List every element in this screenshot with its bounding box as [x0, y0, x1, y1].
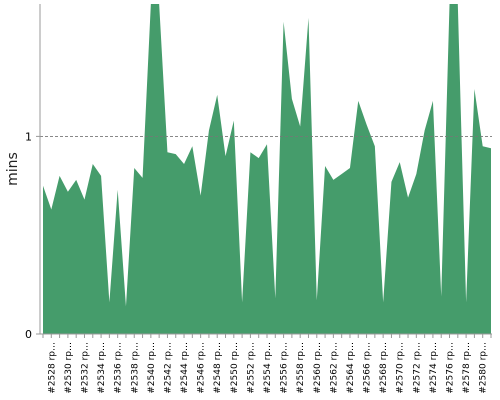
area-series [40, 4, 492, 334]
x-tick-label: #2578 rp… [462, 342, 472, 394]
x-tick-label: #2552 rp… [246, 342, 256, 394]
x-tick-label: #2576 rp… [446, 342, 456, 394]
y-tick-label-0: 0 [25, 328, 32, 341]
x-tick-label: #2550 rp… [230, 342, 240, 394]
x-tick-label: #2538 rp… [130, 342, 140, 394]
x-tick-label: #2544 rp… [180, 342, 190, 394]
x-tick-label: #2534 rp… [97, 342, 107, 394]
x-tick-label: #2548 rp… [213, 342, 223, 394]
x-tick-label: #2530 rp… [64, 342, 74, 394]
x-tick-label: #2540 rp… [147, 342, 157, 394]
x-tick-label: #2574 rp… [429, 342, 439, 394]
x-tick-label: #2546 rp… [197, 342, 207, 394]
x-tick-label: #2554 rp… [263, 342, 273, 394]
x-tick-label: #2566 rp… [363, 342, 373, 394]
x-tick-label: #2542 rp… [163, 342, 173, 394]
x-tick-label: #2560 rp… [313, 342, 323, 394]
y-tick-label-1: 1 [25, 130, 32, 143]
x-tick-label: #2580 rp… [479, 342, 489, 394]
x-tick-label: #2564 rp… [346, 342, 356, 394]
x-tick-label: #2568 rp… [379, 342, 389, 394]
area-fill [43, 4, 491, 334]
y-axis-title: mins [5, 152, 21, 186]
x-tick-label: #2570 rp… [396, 342, 406, 394]
x-tick-label: #2562 rp… [329, 342, 339, 394]
x-tick-label: #2572 rp… [412, 342, 422, 394]
x-tick-label: #2536 rp… [114, 342, 124, 394]
y-ticks: 01 [25, 130, 40, 341]
x-ticks: #2528 rp… #2530 rp… #2532 rp… #2534 rp… #253… [42, 334, 492, 394]
x-tick-label: #2556 rp… [280, 342, 290, 394]
x-tick-label: #2528 rp… [47, 342, 57, 394]
x-tick-label: #2532 rp… [80, 342, 90, 394]
x-tick-label: #2558 rp… [296, 342, 306, 394]
